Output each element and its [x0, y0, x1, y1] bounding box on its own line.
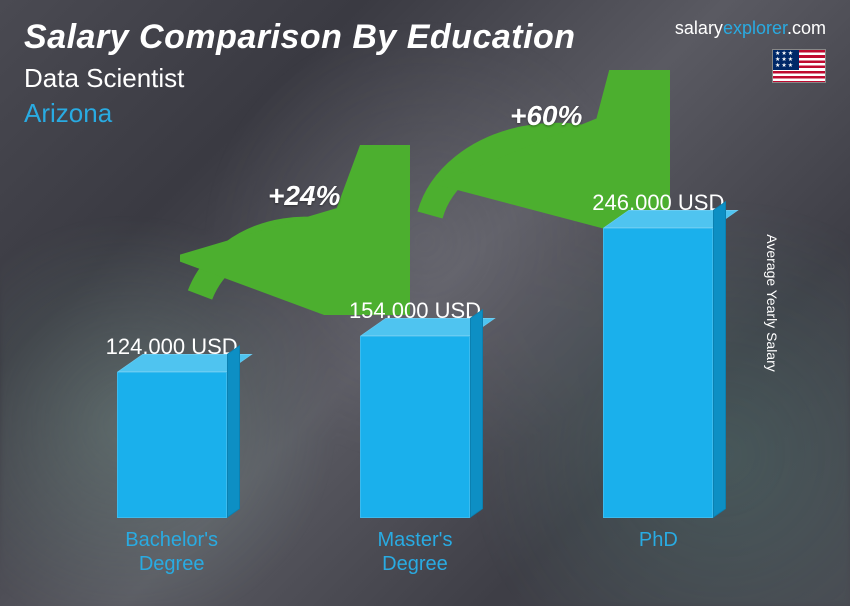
bar-front-face [117, 372, 227, 518]
bar-col-masters: 154,000 USD Master'sDegree [315, 298, 515, 576]
brand-prefix: salary [675, 18, 723, 38]
bar-front-face [603, 228, 713, 518]
usa-flag-icon [772, 49, 826, 83]
bar-side-face [470, 309, 483, 518]
bar-category: Master'sDegree [378, 528, 453, 576]
bar-3d [360, 336, 470, 518]
bar-3d [603, 228, 713, 518]
bar-side-face [713, 201, 726, 518]
title-block: Salary Comparison By Education Data Scie… [24, 18, 576, 129]
bar-category: Bachelor'sDegree [125, 528, 218, 576]
bar-col-bachelors: 124,000 USD Bachelor'sDegree [72, 334, 272, 576]
header: Salary Comparison By Education Data Scie… [24, 18, 826, 129]
region: Arizona [24, 98, 576, 129]
bar-side-face [227, 345, 240, 518]
brand-text: salaryexplorer.com [675, 18, 826, 39]
bar-chart: 124,000 USD Bachelor'sDegree 154,000 USD… [50, 290, 780, 576]
bar-front-face [360, 336, 470, 518]
main-title: Salary Comparison By Education [24, 18, 576, 57]
subtitle: Data Scientist [24, 63, 576, 94]
bar-3d [117, 372, 227, 518]
bar-col-phd: 246,000 USD PhD [558, 190, 758, 576]
brand-block: salaryexplorer.com [675, 18, 826, 83]
bar-category: PhD [639, 528, 678, 576]
increase-label-2: +60% [510, 100, 582, 132]
brand-mid: explorer [723, 18, 787, 38]
increase-label-1: +24% [268, 180, 340, 212]
brand-suffix: .com [787, 18, 826, 38]
